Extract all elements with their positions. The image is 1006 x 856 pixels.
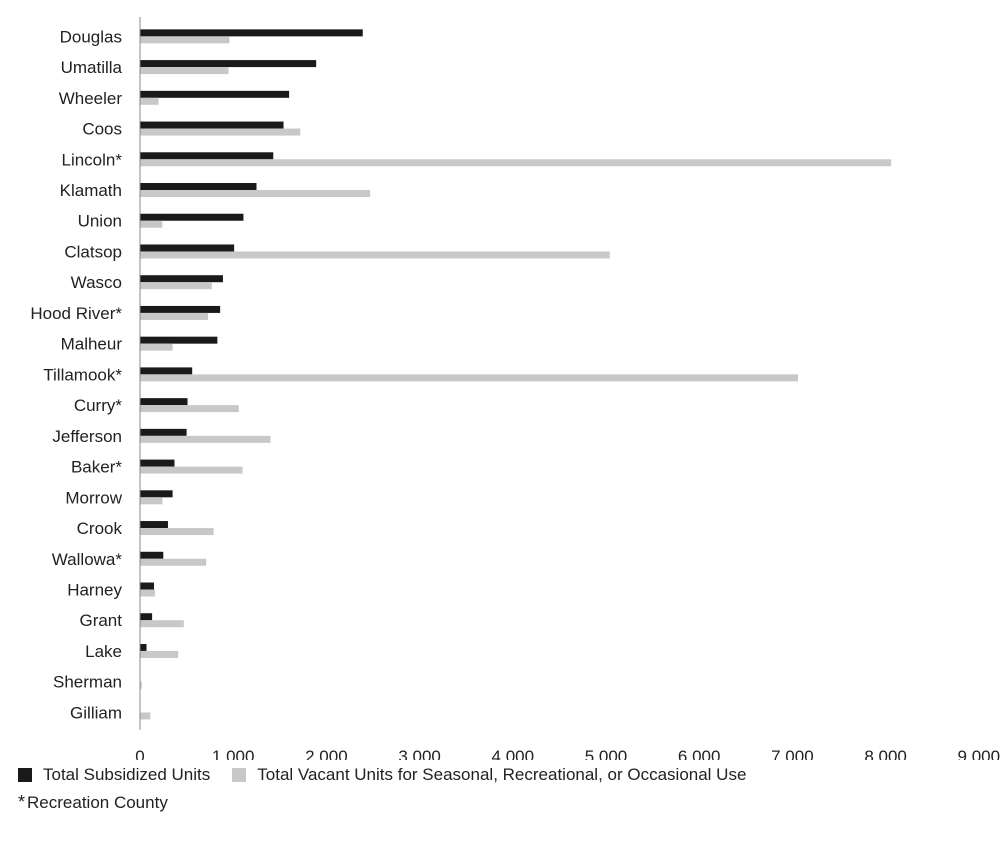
bar-subsidized <box>140 613 153 621</box>
bar-subsidized <box>140 90 290 98</box>
bar-vacant-seasonal <box>140 435 271 443</box>
bar-subsidized <box>140 121 284 129</box>
x-tick-label: 5,000 <box>585 747 628 760</box>
bar-vacant-seasonal <box>140 67 229 75</box>
bar-vacant-seasonal <box>140 650 179 658</box>
bar-subsidized <box>140 336 218 344</box>
bar-subsidized <box>140 152 274 160</box>
x-tick-label: 0 <box>135 747 144 760</box>
bar-vacant-seasonal <box>140 497 163 505</box>
x-tick-labels: 0 1,000 2,000 3,000 4,000 5,000 6,000 7,000 8,00… <box>135 747 1000 760</box>
legend-label-vacant: Total Vacant Units for Seasonal, Recreat… <box>257 765 747 784</box>
category-label: Union <box>78 212 122 231</box>
bar-subsidized <box>140 29 363 37</box>
legend-series-row: Total Subsidized Units Total Vacant Unit… <box>18 762 768 788</box>
category-label: Jefferson <box>52 427 122 446</box>
bar-vacant-seasonal <box>140 528 214 536</box>
bar-subsidized <box>140 490 173 498</box>
category-label: Gilliam <box>70 703 122 722</box>
x-tick-label: 3,000 <box>398 747 441 760</box>
bar-subsidized <box>140 60 317 68</box>
legend-item-vacant: Total Vacant Units for Seasonal, Recreat… <box>232 765 746 785</box>
x-tick-label: 6,000 <box>678 747 721 760</box>
bar-subsidized <box>140 459 175 467</box>
category-label: Curry* <box>74 396 123 415</box>
category-label: Baker* <box>71 458 122 477</box>
bar-subsidized <box>140 305 221 313</box>
footnote: * Recreation County <box>18 792 768 813</box>
category-label: Wallowa* <box>52 550 123 569</box>
legend: Total Subsidized Units Total Vacant Unit… <box>18 762 768 813</box>
category-label: Grant <box>79 611 122 630</box>
category-label: Hood River* <box>30 304 122 323</box>
footnote-marker: * <box>18 792 26 812</box>
category-labels: Douglas Umatilla Wheeler Coos Lincoln* Klamat… <box>30 27 122 722</box>
category-label: Douglas <box>60 27 122 46</box>
bar-vacant-seasonal <box>140 220 163 228</box>
bar-vacant-seasonal <box>140 128 301 136</box>
bars <box>140 29 892 720</box>
bar-vacant-seasonal <box>140 589 155 597</box>
bar-vacant-seasonal <box>140 558 207 566</box>
bar-subsidized <box>140 398 188 406</box>
x-tick-label: 7,000 <box>771 747 814 760</box>
category-label: Wheeler <box>59 89 123 108</box>
x-tick-label: 4,000 <box>492 747 535 760</box>
bar-vacant-seasonal <box>140 681 142 689</box>
category-label: Umatilla <box>61 58 123 77</box>
footnote-text: Recreation County <box>27 792 168 812</box>
category-label: Harney <box>67 581 122 600</box>
legend-item-subsidized: Total Subsidized Units <box>18 765 210 785</box>
x-tick-label: 1,000 <box>212 747 255 760</box>
category-label: Coos <box>82 120 122 139</box>
legend-swatch-subsidized <box>18 768 32 782</box>
x-tick-label: 8,000 <box>864 747 907 760</box>
bar-chart: Douglas Umatilla Wheeler Coos Lincoln* Klamat… <box>30 17 1000 760</box>
bar-subsidized <box>140 643 147 651</box>
bar-vacant-seasonal <box>140 620 184 628</box>
category-label: Wasco <box>71 273 122 292</box>
bar-vacant-seasonal <box>140 282 212 290</box>
bar-vacant-seasonal <box>140 97 159 105</box>
bar-subsidized <box>140 213 244 221</box>
bar-vacant-seasonal <box>140 343 173 351</box>
bar-subsidized <box>140 582 154 590</box>
bar-subsidized <box>140 244 235 252</box>
category-label: Tillamook* <box>43 365 122 384</box>
bar-subsidized <box>140 183 257 191</box>
bar-vacant-seasonal <box>140 405 239 413</box>
category-label: Clatsop <box>64 242 122 261</box>
bar-subsidized <box>140 275 223 283</box>
legend-swatch-vacant <box>232 768 247 782</box>
bar-subsidized <box>140 551 164 559</box>
bar-vacant-seasonal <box>140 159 892 167</box>
category-label: Sherman <box>53 673 122 692</box>
category-label: Lincoln* <box>62 150 123 169</box>
category-label: Crook <box>77 519 123 538</box>
bar-vacant-seasonal <box>140 36 230 44</box>
x-tick-label: 9,000 <box>958 747 1001 760</box>
bar-vacant-seasonal <box>140 190 371 198</box>
x-tick-label: 2,000 <box>305 747 348 760</box>
bar-vacant-seasonal <box>140 312 209 320</box>
bar-vacant-seasonal <box>140 374 798 382</box>
bar-vacant-seasonal <box>140 466 243 474</box>
bar-subsidized <box>140 521 168 529</box>
category-label: Lake <box>85 642 122 661</box>
bar-vacant-seasonal <box>140 712 151 720</box>
category-label: Malheur <box>61 335 123 354</box>
bar-subsidized <box>140 367 193 375</box>
bar-subsidized <box>140 428 187 436</box>
category-label: Klamath <box>60 181 122 200</box>
bar-vacant-seasonal <box>140 251 610 259</box>
legend-label-subsidized: Total Subsidized Units <box>43 765 211 784</box>
category-label: Morrow <box>65 488 122 507</box>
